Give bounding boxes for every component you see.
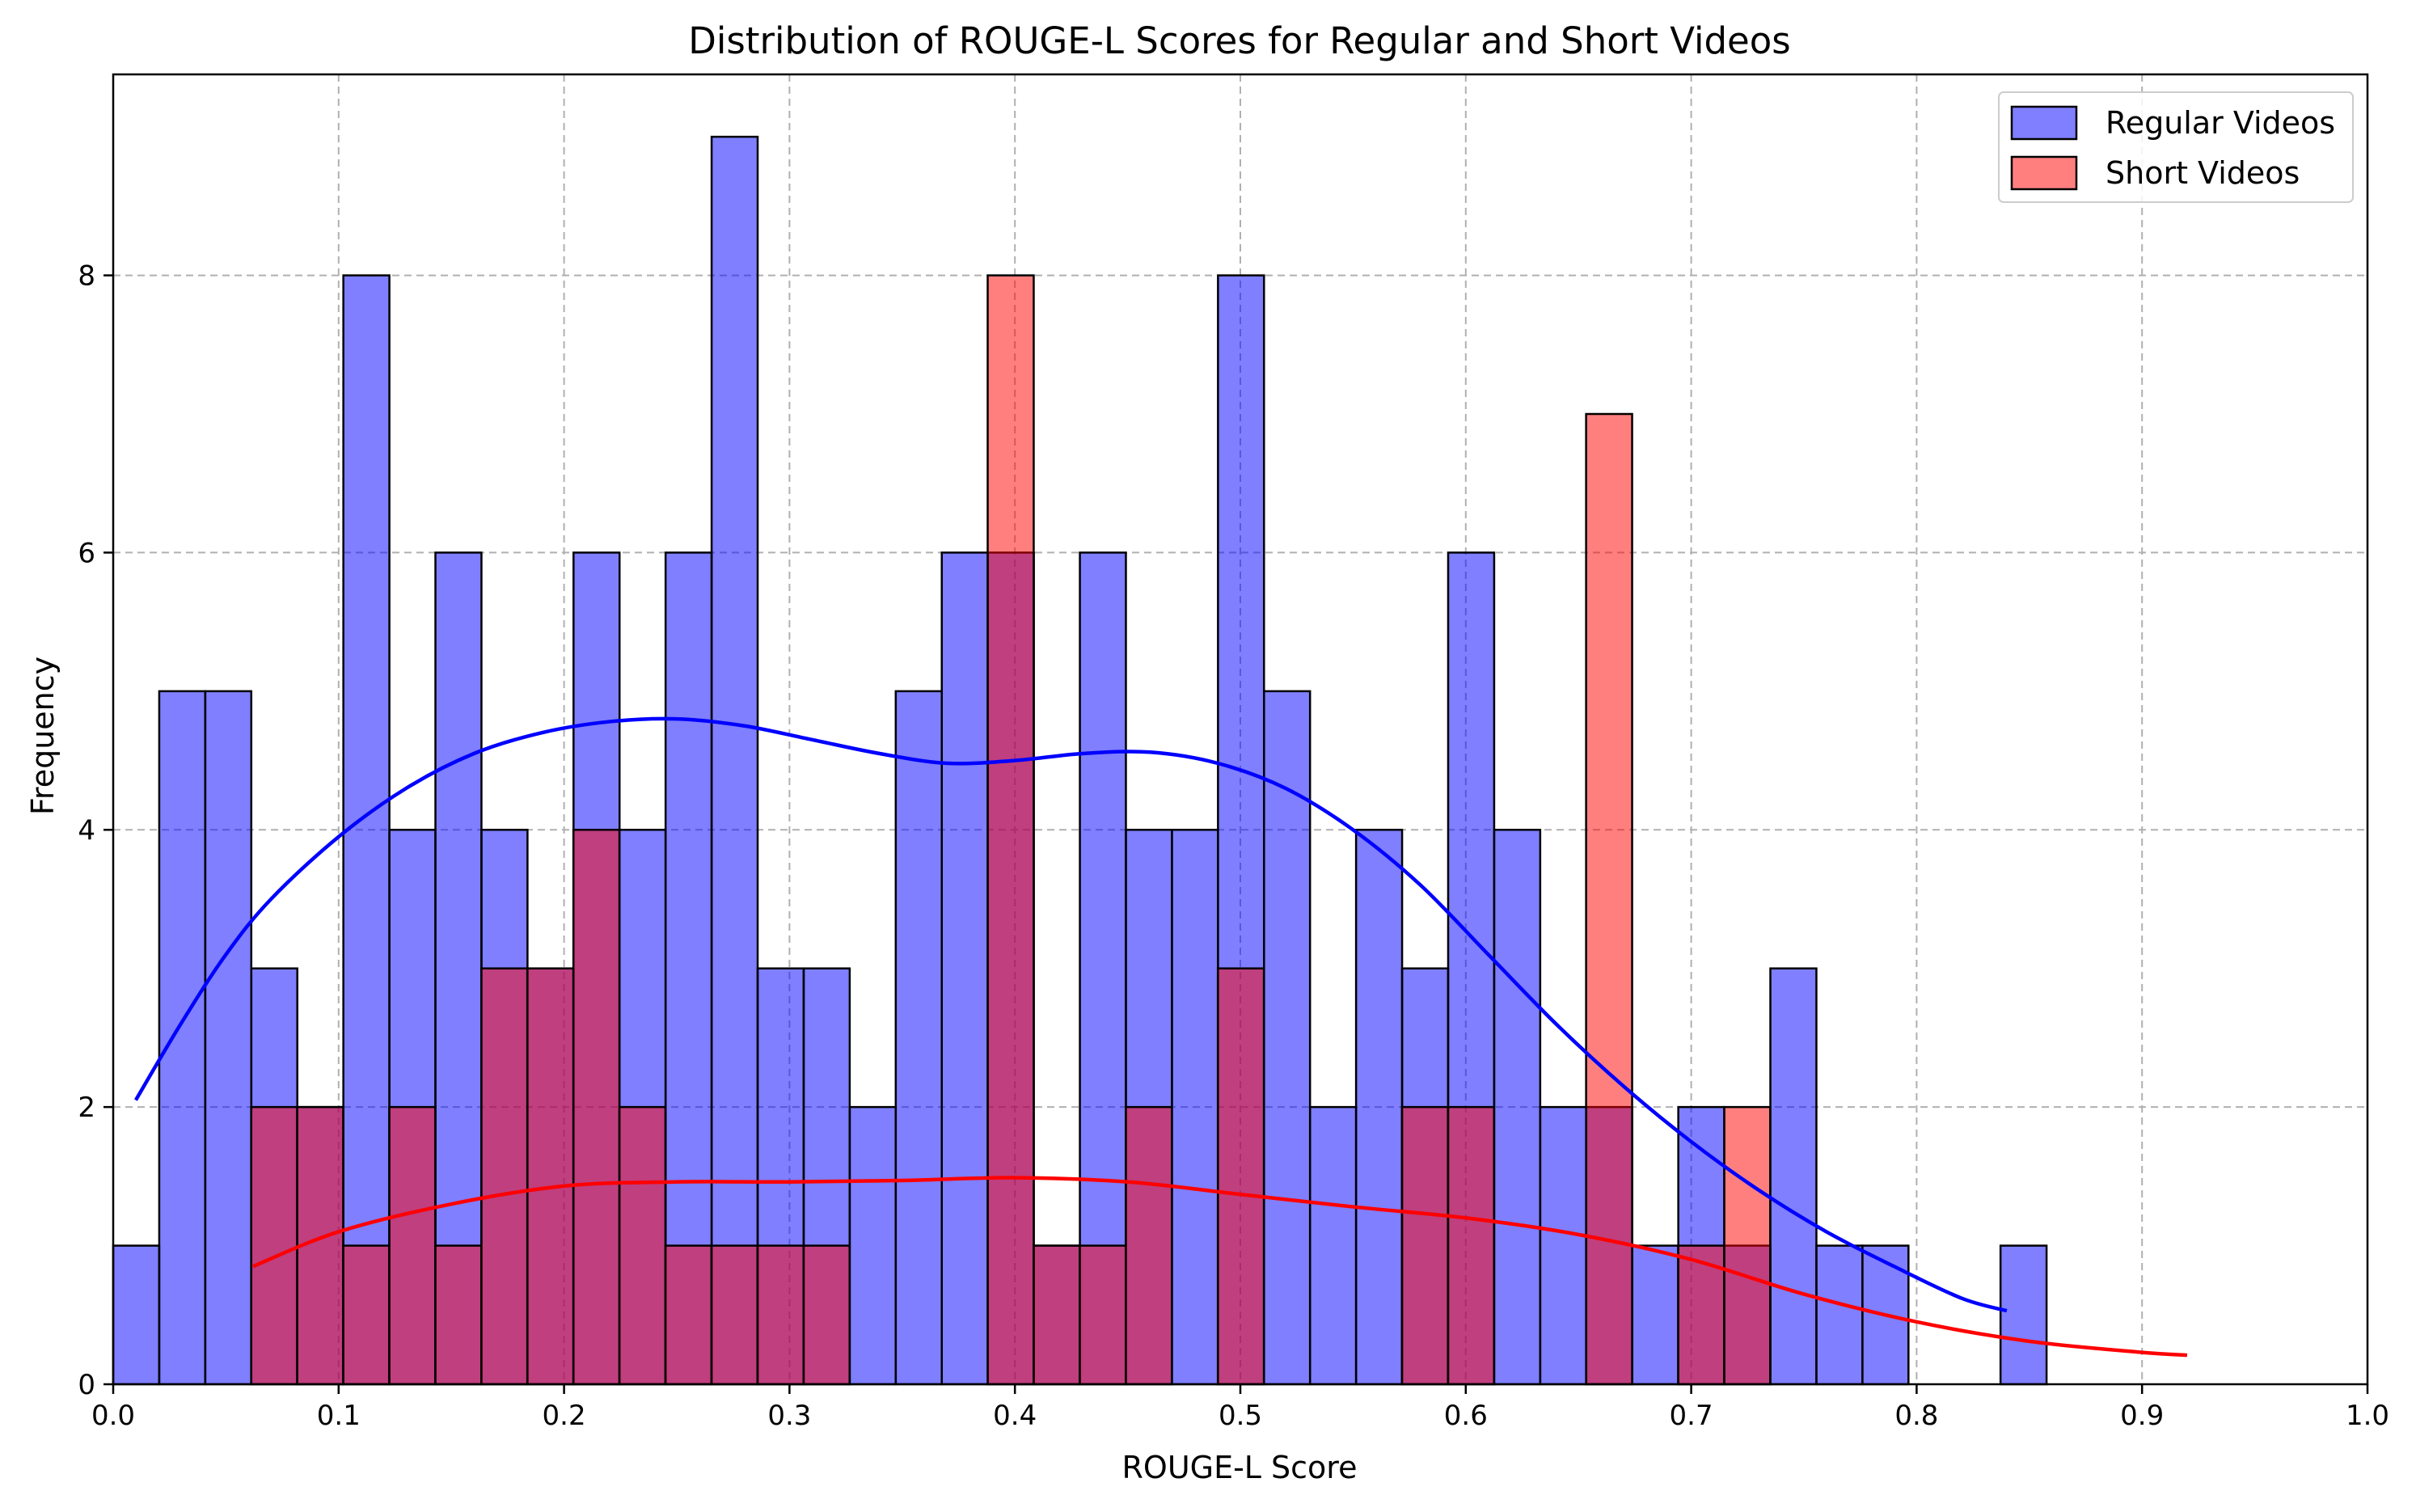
bar-regular-31 — [1539, 1105, 1588, 1386]
series-1-bars — [250, 274, 1772, 1386]
x-tick-label-4: 0.4 — [993, 1400, 1037, 1432]
bar-short-12 — [802, 1244, 851, 1386]
y-tick-label-1: 2 — [78, 1092, 95, 1124]
bar-short-3 — [388, 1105, 437, 1386]
bar-short-4 — [434, 1244, 483, 1386]
bar-regular-30 — [1493, 829, 1542, 1386]
bar-regular-18 — [940, 551, 989, 1386]
y-tick-label-0: 0 — [78, 1369, 95, 1401]
bar-short-32 — [1723, 1105, 1772, 1386]
legend-label-regular: Regular Videos — [2106, 105, 2335, 141]
bar-short-0 — [250, 1105, 298, 1386]
x-tick-label-9: 0.9 — [2120, 1400, 2164, 1432]
bar-short-29 — [1585, 412, 1633, 1386]
bar-short-26 — [1447, 1105, 1496, 1386]
bar-regular-25 — [1263, 690, 1311, 1386]
x-axis-ticks: 0.0 0.1 0.2 0.3 0.4 0.5 0.6 0.7 0.8 0.9 1.0 — [91, 1384, 2389, 1432]
bar-short-10 — [710, 1244, 759, 1386]
legend-box — [1998, 91, 2354, 203]
bar-short-31 — [1677, 1244, 1725, 1386]
bar-regular-26 — [1308, 1105, 1358, 1386]
x-tick-label-10: 1.0 — [2346, 1400, 2389, 1432]
bar-short-25 — [1400, 1105, 1450, 1386]
bar-regular-5 — [342, 274, 391, 1386]
bar-short-8 — [618, 1105, 667, 1386]
x-tick-label-6: 0.6 — [1444, 1400, 1488, 1432]
bar-short-18 — [1079, 1244, 1127, 1386]
x-tick-label-7: 0.7 — [1670, 1400, 1713, 1432]
bar-short-6 — [526, 967, 575, 1386]
bar-regular-41 — [1999, 1244, 2048, 1386]
histogram-bars — [112, 135, 2048, 1386]
x-tick-label-0: 0.0 — [91, 1400, 135, 1432]
kde-line-short — [252, 1176, 2188, 1358]
x-tick-label-5: 0.5 — [1219, 1400, 1262, 1432]
y-tick-label-3: 6 — [78, 537, 95, 569]
bar-regular-16 — [848, 1105, 898, 1386]
bar-regular-17 — [894, 690, 944, 1386]
bar-short-17 — [1033, 1244, 1081, 1386]
legend-swatch-regular — [2010, 105, 2078, 141]
bar-short-9 — [664, 1244, 713, 1386]
x-tick-label-8: 0.8 — [1894, 1400, 1938, 1432]
bar-regular-2 — [204, 690, 253, 1386]
bar-short-2 — [342, 1244, 391, 1386]
bar-regular-0 — [112, 1244, 161, 1386]
legend-swatch-short — [2010, 155, 2078, 191]
bar-short-11 — [756, 1244, 805, 1386]
y-tick-label-2: 4 — [78, 814, 95, 847]
x-tick-label-2: 0.2 — [543, 1400, 586, 1432]
bar-short-7 — [572, 829, 621, 1386]
x-axis-label: ROUGE-L Score — [1122, 1450, 1358, 1485]
chart-title: Distribution of ROUGE-L Scores for Regul… — [688, 19, 1790, 62]
bar-short-19 — [1125, 1105, 1173, 1386]
y-axis-label: Frequency — [25, 657, 61, 815]
bar-short-16 — [986, 274, 1035, 1386]
bar-regular-23 — [1171, 829, 1219, 1386]
y-axis-ticks: 0 2 4 6 8 — [78, 260, 113, 1401]
bar-short-5 — [480, 967, 529, 1386]
bar-regular-37 — [1815, 1244, 1864, 1386]
kde-line-regular — [133, 716, 2008, 1313]
legend-label-short: Short Videos — [2106, 155, 2300, 191]
x-tick-label-3: 0.3 — [767, 1400, 811, 1432]
bar-regular-27 — [1354, 829, 1404, 1386]
bar-regular-36 — [1769, 967, 1818, 1386]
legend: Regular Videos Short Videos — [1998, 91, 2354, 203]
y-tick-label-4: 8 — [78, 260, 95, 293]
x-tick-label-1: 0.1 — [317, 1400, 361, 1432]
bar-regular-33 — [1631, 1244, 1679, 1386]
bar-short-21 — [1216, 967, 1265, 1386]
bar-regular-1 — [158, 690, 207, 1386]
bar-regular-13 — [710, 135, 759, 1386]
kde-curves — [133, 716, 2188, 1358]
